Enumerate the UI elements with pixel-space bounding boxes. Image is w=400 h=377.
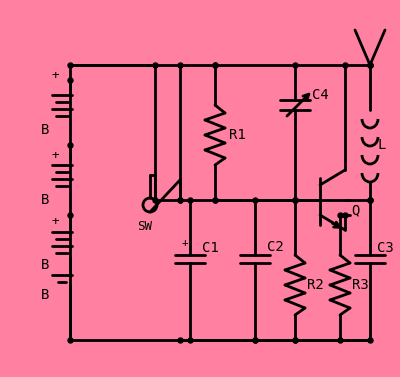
Text: R1: R1 xyxy=(229,128,245,142)
Text: R3: R3 xyxy=(352,278,368,292)
Text: +: + xyxy=(182,238,188,248)
Text: C2: C2 xyxy=(267,240,283,254)
Text: C3: C3 xyxy=(377,241,393,255)
Text: L: L xyxy=(378,138,386,152)
Text: +: + xyxy=(51,216,59,228)
Text: C4: C4 xyxy=(312,88,328,102)
Text: C1: C1 xyxy=(202,241,218,255)
Text: Q: Q xyxy=(351,203,359,217)
Text: B: B xyxy=(41,123,49,137)
Text: +: + xyxy=(51,69,59,81)
Text: +: + xyxy=(51,149,59,161)
Text: B: B xyxy=(41,258,49,272)
Text: B: B xyxy=(41,193,49,207)
Text: B: B xyxy=(41,288,49,302)
Text: R2: R2 xyxy=(307,278,323,292)
Text: SW: SW xyxy=(138,221,152,233)
